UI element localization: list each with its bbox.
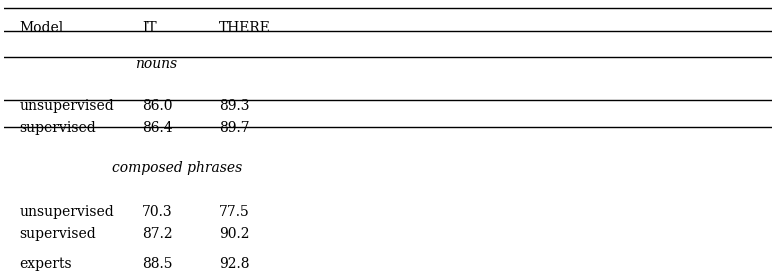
Text: IT: IT	[142, 21, 157, 35]
Text: experts: experts	[19, 257, 72, 271]
Text: 87.2: 87.2	[142, 227, 173, 241]
Text: supervised: supervised	[19, 121, 96, 135]
Text: 88.5: 88.5	[142, 257, 173, 271]
Text: unsupervised: unsupervised	[19, 99, 114, 113]
Text: supervised: supervised	[19, 227, 96, 241]
Text: THERE: THERE	[219, 21, 271, 35]
Text: 86.0: 86.0	[142, 99, 173, 113]
Text: nouns: nouns	[135, 57, 177, 71]
Text: 77.5: 77.5	[219, 205, 250, 219]
Text: 89.3: 89.3	[219, 99, 250, 113]
Text: 89.7: 89.7	[219, 121, 250, 135]
Text: unsupervised: unsupervised	[19, 205, 114, 219]
Text: 86.4: 86.4	[142, 121, 173, 135]
Text: 90.2: 90.2	[219, 227, 250, 241]
Text: 70.3: 70.3	[142, 205, 173, 219]
Text: 92.8: 92.8	[219, 257, 250, 271]
Text: Model: Model	[19, 21, 64, 35]
Text: composed phrases: composed phrases	[112, 161, 242, 175]
